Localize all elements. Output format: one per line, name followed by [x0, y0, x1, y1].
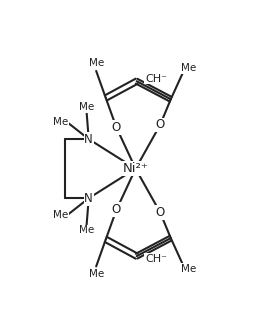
Text: O: O: [155, 206, 165, 219]
Text: Me: Me: [53, 117, 69, 127]
Text: Ni²⁺: Ni²⁺: [123, 162, 148, 175]
Text: Me: Me: [181, 264, 197, 274]
Text: O: O: [112, 121, 121, 134]
Text: Me: Me: [79, 225, 94, 235]
Text: Me: Me: [53, 210, 69, 220]
Text: N: N: [84, 133, 93, 146]
Text: Me: Me: [79, 102, 94, 112]
Text: CH⁻: CH⁻: [145, 74, 167, 84]
Text: O: O: [155, 119, 165, 132]
Text: Me: Me: [89, 269, 104, 279]
Text: Me: Me: [89, 58, 104, 68]
Text: CH⁻: CH⁻: [145, 254, 167, 264]
Text: O: O: [112, 203, 121, 216]
Text: N: N: [84, 192, 93, 205]
Text: Me: Me: [181, 63, 197, 73]
